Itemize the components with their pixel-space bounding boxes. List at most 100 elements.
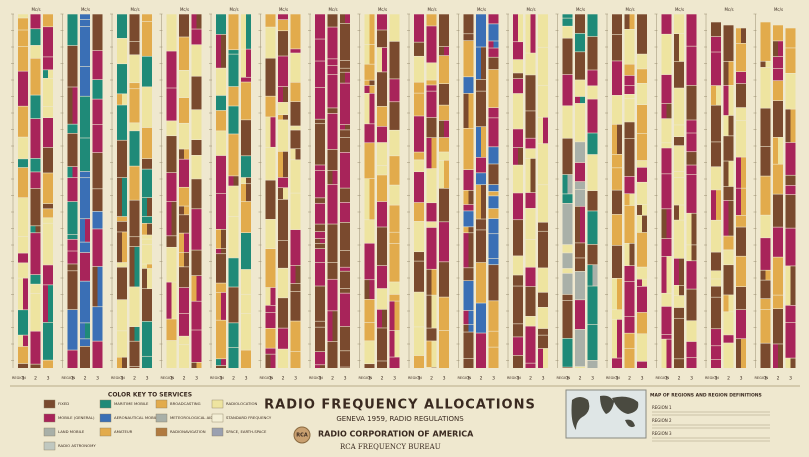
region-map: MAP OF REGIONS AND REGION DEFINITIONS RE… bbox=[565, 389, 770, 442]
allocation-band bbox=[43, 172, 53, 204]
shared-band bbox=[617, 124, 622, 155]
allocation-band bbox=[92, 79, 103, 100]
shared-band bbox=[642, 286, 647, 313]
allocation-band bbox=[476, 333, 486, 368]
allocation-band bbox=[327, 224, 338, 263]
shared-band bbox=[369, 14, 375, 45]
allocation-band bbox=[414, 152, 424, 160]
allocation-band bbox=[686, 46, 697, 86]
allocation-band bbox=[711, 141, 721, 167]
allocation-band bbox=[674, 295, 684, 308]
rca-logo bbox=[293, 426, 311, 444]
allocation-band bbox=[711, 166, 721, 190]
shared-band bbox=[221, 248, 226, 254]
allocation-band bbox=[278, 177, 288, 188]
allocation-band bbox=[228, 49, 239, 55]
allocation-band bbox=[612, 245, 622, 279]
allocation-band bbox=[624, 265, 635, 282]
region-number: 1 bbox=[170, 376, 173, 382]
shared-band bbox=[72, 166, 78, 178]
allocation-band bbox=[637, 160, 647, 168]
allocation-band bbox=[562, 18, 573, 27]
allocation-band bbox=[513, 255, 523, 276]
shared-band bbox=[147, 197, 152, 217]
allocation-band bbox=[637, 83, 647, 105]
shared-band bbox=[530, 14, 536, 54]
allocation-band bbox=[773, 80, 783, 101]
allocation-band bbox=[80, 177, 90, 219]
allocation-band bbox=[80, 66, 90, 97]
allocation-band bbox=[538, 292, 548, 308]
allocation-band bbox=[624, 85, 635, 95]
allocation-band bbox=[513, 165, 523, 193]
allocation-band bbox=[637, 361, 647, 368]
key-swatch bbox=[43, 441, 56, 451]
allocation-band bbox=[290, 48, 301, 54]
allocation-band bbox=[439, 137, 449, 152]
shared-band bbox=[431, 367, 437, 368]
region-definition: REGION 3 bbox=[652, 431, 672, 436]
allocation-band bbox=[525, 239, 536, 268]
shared-band bbox=[134, 326, 140, 342]
allocation-band bbox=[562, 268, 573, 274]
allocation-band bbox=[340, 202, 350, 223]
key-swatch bbox=[99, 413, 112, 423]
allocation-band bbox=[414, 326, 424, 356]
allocation-band bbox=[637, 333, 647, 362]
allocation-band bbox=[191, 76, 202, 110]
key-label: STANDARD FREQUENCY bbox=[226, 415, 272, 420]
allocation-band bbox=[92, 50, 103, 80]
region-number: 1 bbox=[319, 376, 322, 382]
key-swatch bbox=[211, 427, 224, 437]
allocation-band bbox=[488, 195, 499, 209]
allocation-band bbox=[216, 155, 226, 194]
region-number: 1 bbox=[22, 376, 25, 382]
allocation-band bbox=[67, 124, 78, 134]
shared-band bbox=[431, 25, 437, 63]
allocation-band bbox=[43, 208, 53, 218]
allocation-band bbox=[30, 232, 41, 275]
allocation-band bbox=[575, 271, 585, 300]
allocation-band bbox=[562, 294, 573, 301]
allocation-band bbox=[736, 256, 746, 287]
allocation-band bbox=[327, 341, 338, 368]
allocation-band bbox=[327, 27, 338, 59]
allocation-band bbox=[92, 228, 103, 267]
allocation-band bbox=[562, 273, 573, 295]
key-label: FIXED bbox=[58, 401, 69, 406]
shared-band bbox=[332, 113, 338, 150]
allocation-band bbox=[315, 321, 325, 328]
shared-band bbox=[431, 269, 437, 296]
key-label: RADIONAVIGATION bbox=[170, 429, 206, 434]
allocation-band bbox=[624, 333, 635, 349]
shared-band bbox=[765, 270, 771, 281]
shared-band bbox=[147, 223, 152, 235]
allocation-band bbox=[488, 48, 499, 58]
allocation-band bbox=[228, 54, 239, 87]
allocation-band bbox=[315, 231, 325, 239]
allocation-band bbox=[785, 47, 796, 74]
allocation-band bbox=[377, 227, 387, 266]
allocation-band bbox=[18, 158, 28, 168]
region-number: 1 bbox=[467, 376, 470, 382]
shared-band bbox=[345, 72, 350, 84]
allocation-band bbox=[179, 70, 189, 98]
allocation-band bbox=[377, 288, 387, 310]
shared-band bbox=[295, 265, 301, 284]
unit-label: Mc/s bbox=[576, 7, 585, 12]
allocation-band bbox=[476, 229, 486, 263]
allocation-band bbox=[587, 286, 598, 325]
allocation-band bbox=[315, 286, 325, 322]
allocation-band bbox=[760, 237, 771, 271]
allocation-band bbox=[290, 130, 301, 149]
region-number: 1 bbox=[71, 376, 74, 382]
shared-band bbox=[642, 182, 647, 205]
allocation-band bbox=[488, 208, 499, 219]
allocation-band bbox=[562, 367, 573, 368]
shared-band bbox=[666, 142, 672, 148]
allocation-band bbox=[463, 332, 474, 359]
allocation-band bbox=[414, 159, 424, 172]
shared-band bbox=[493, 40, 499, 49]
allocation-band bbox=[723, 236, 734, 250]
